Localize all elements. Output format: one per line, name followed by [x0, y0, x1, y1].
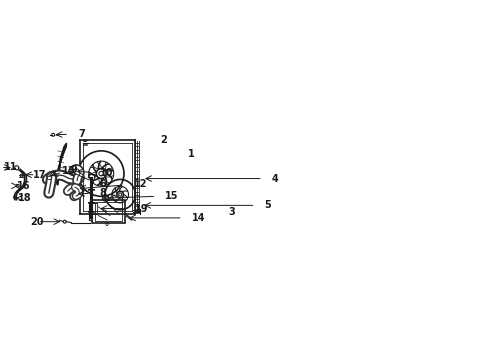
Text: 17: 17 [33, 170, 47, 180]
Text: 16: 16 [17, 181, 30, 191]
Text: 1: 1 [187, 149, 194, 159]
Text: 20: 20 [30, 217, 43, 227]
Text: 15: 15 [165, 191, 179, 201]
Text: 9: 9 [70, 165, 77, 175]
Text: 6: 6 [100, 179, 106, 189]
Text: 12: 12 [133, 179, 147, 189]
Circle shape [99, 171, 103, 176]
Text: 4: 4 [271, 174, 278, 184]
Text: 19: 19 [135, 203, 148, 213]
Text: 3: 3 [227, 207, 234, 217]
Text: 5: 5 [264, 201, 271, 210]
Text: 18: 18 [18, 193, 32, 203]
Text: 10: 10 [100, 168, 114, 178]
Text: 14: 14 [191, 213, 204, 223]
Text: 7: 7 [78, 129, 84, 139]
Text: 13: 13 [62, 166, 75, 176]
Circle shape [119, 193, 122, 196]
Text: 2: 2 [160, 135, 166, 145]
Bar [95, 202, 122, 221]
Bar [92, 199, 124, 223]
Text: 8: 8 [100, 188, 106, 198]
Text: 11: 11 [4, 162, 18, 172]
